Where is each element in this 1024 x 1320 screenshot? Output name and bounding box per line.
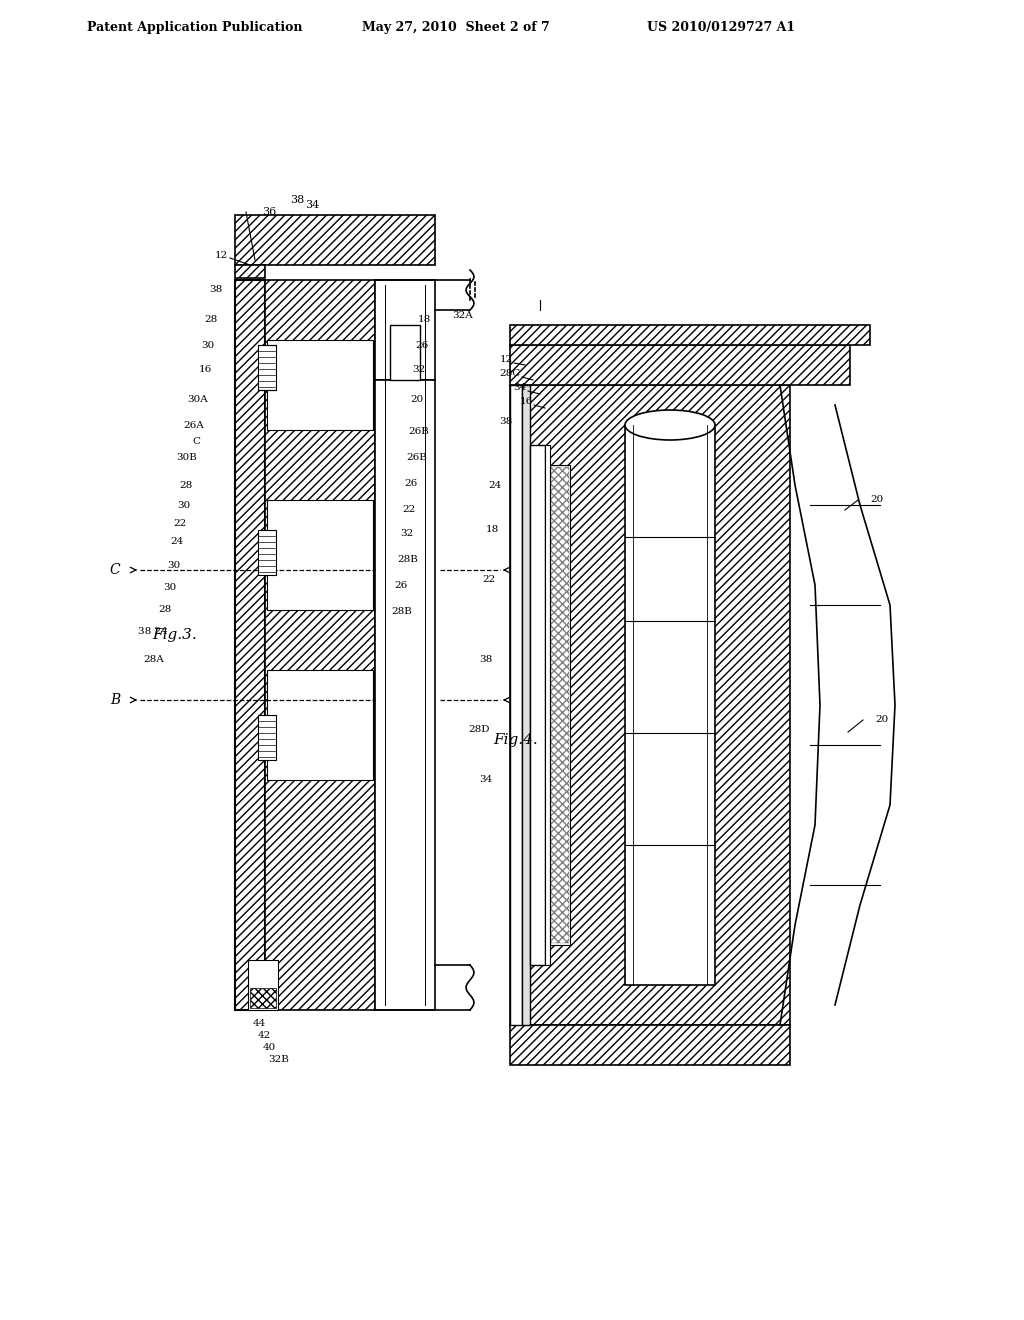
Bar xyxy=(510,325,870,345)
Text: B: B xyxy=(520,693,530,708)
Text: 22: 22 xyxy=(482,576,496,585)
Text: 34: 34 xyxy=(514,384,527,392)
Bar xyxy=(375,280,435,380)
Bar xyxy=(258,715,276,760)
Text: 12: 12 xyxy=(215,251,228,260)
Bar xyxy=(545,445,550,965)
Bar xyxy=(510,345,850,385)
Text: 20: 20 xyxy=(874,715,888,725)
Text: 34: 34 xyxy=(305,201,319,210)
Bar xyxy=(267,671,373,780)
Text: 32: 32 xyxy=(412,366,425,375)
Bar xyxy=(510,1026,790,1065)
Text: 28C: 28C xyxy=(500,370,521,379)
Text: C: C xyxy=(193,437,200,446)
Text: 28: 28 xyxy=(205,315,218,325)
Bar xyxy=(551,467,569,942)
Text: Patent Application Publication: Patent Application Publication xyxy=(87,21,302,34)
Text: C: C xyxy=(520,564,530,577)
Ellipse shape xyxy=(625,411,715,440)
Text: Fig.4.: Fig.4. xyxy=(493,733,538,747)
Text: 22: 22 xyxy=(174,520,187,528)
Text: 18: 18 xyxy=(418,315,431,325)
Text: 20: 20 xyxy=(870,495,884,504)
Bar xyxy=(234,265,265,279)
Bar xyxy=(390,325,420,380)
Text: 32A: 32A xyxy=(452,310,473,319)
Text: 30: 30 xyxy=(163,583,176,593)
Bar xyxy=(522,385,530,1026)
Bar xyxy=(234,280,265,1010)
Text: 30B: 30B xyxy=(176,454,197,462)
Bar xyxy=(248,960,278,1010)
Text: 26B: 26B xyxy=(406,454,427,462)
Bar xyxy=(530,445,545,965)
Text: 18: 18 xyxy=(485,525,499,535)
Text: 30: 30 xyxy=(177,500,190,510)
Text: 44: 44 xyxy=(253,1019,266,1027)
Text: 24: 24 xyxy=(488,480,502,490)
Text: 42: 42 xyxy=(258,1031,271,1040)
Text: B: B xyxy=(110,693,120,708)
Text: 22: 22 xyxy=(402,506,416,515)
Text: 26A: 26A xyxy=(183,421,204,429)
Text: 32B: 32B xyxy=(268,1056,289,1064)
Text: 26: 26 xyxy=(404,479,417,488)
Text: 16: 16 xyxy=(199,366,212,375)
Text: 16: 16 xyxy=(520,397,534,407)
Text: 36: 36 xyxy=(262,207,276,216)
Bar xyxy=(625,425,715,985)
Text: 26B: 26B xyxy=(408,428,429,437)
Text: 38: 38 xyxy=(480,656,493,664)
Bar xyxy=(510,385,790,1026)
Bar xyxy=(375,380,435,1010)
Bar xyxy=(267,341,373,430)
Bar xyxy=(550,465,570,945)
Text: May 27, 2010  Sheet 2 of 7: May 27, 2010 Sheet 2 of 7 xyxy=(362,21,550,34)
Text: 34: 34 xyxy=(479,776,492,784)
Text: 38: 38 xyxy=(500,417,513,426)
Bar xyxy=(258,345,276,389)
Text: 20: 20 xyxy=(410,396,423,404)
Text: 28D: 28D xyxy=(469,726,490,734)
Text: 28: 28 xyxy=(159,606,172,615)
Text: 32: 32 xyxy=(400,529,414,539)
Text: 38: 38 xyxy=(290,195,304,205)
Bar xyxy=(258,531,276,576)
Text: 28B: 28B xyxy=(391,607,412,616)
Text: 26: 26 xyxy=(394,582,408,590)
Text: 12: 12 xyxy=(500,355,513,364)
Text: 28: 28 xyxy=(180,480,193,490)
Text: 28B: 28B xyxy=(397,556,418,565)
Bar xyxy=(510,385,522,1026)
Text: 30: 30 xyxy=(202,341,215,350)
Text: Fig.3.: Fig.3. xyxy=(152,628,197,642)
Text: 30: 30 xyxy=(167,561,180,569)
Bar xyxy=(265,280,375,1010)
Text: 28A: 28A xyxy=(143,656,164,664)
Text: 24: 24 xyxy=(171,537,184,546)
Bar xyxy=(267,500,373,610)
Bar xyxy=(234,215,435,265)
Text: US 2010/0129727 A1: US 2010/0129727 A1 xyxy=(647,21,795,34)
Text: 38: 38 xyxy=(209,285,222,294)
Bar xyxy=(250,987,276,1008)
Text: 40: 40 xyxy=(263,1044,276,1052)
Text: 30A: 30A xyxy=(187,396,208,404)
Text: 38 24: 38 24 xyxy=(138,627,168,636)
Text: C: C xyxy=(110,564,120,577)
Text: 26: 26 xyxy=(415,341,428,350)
